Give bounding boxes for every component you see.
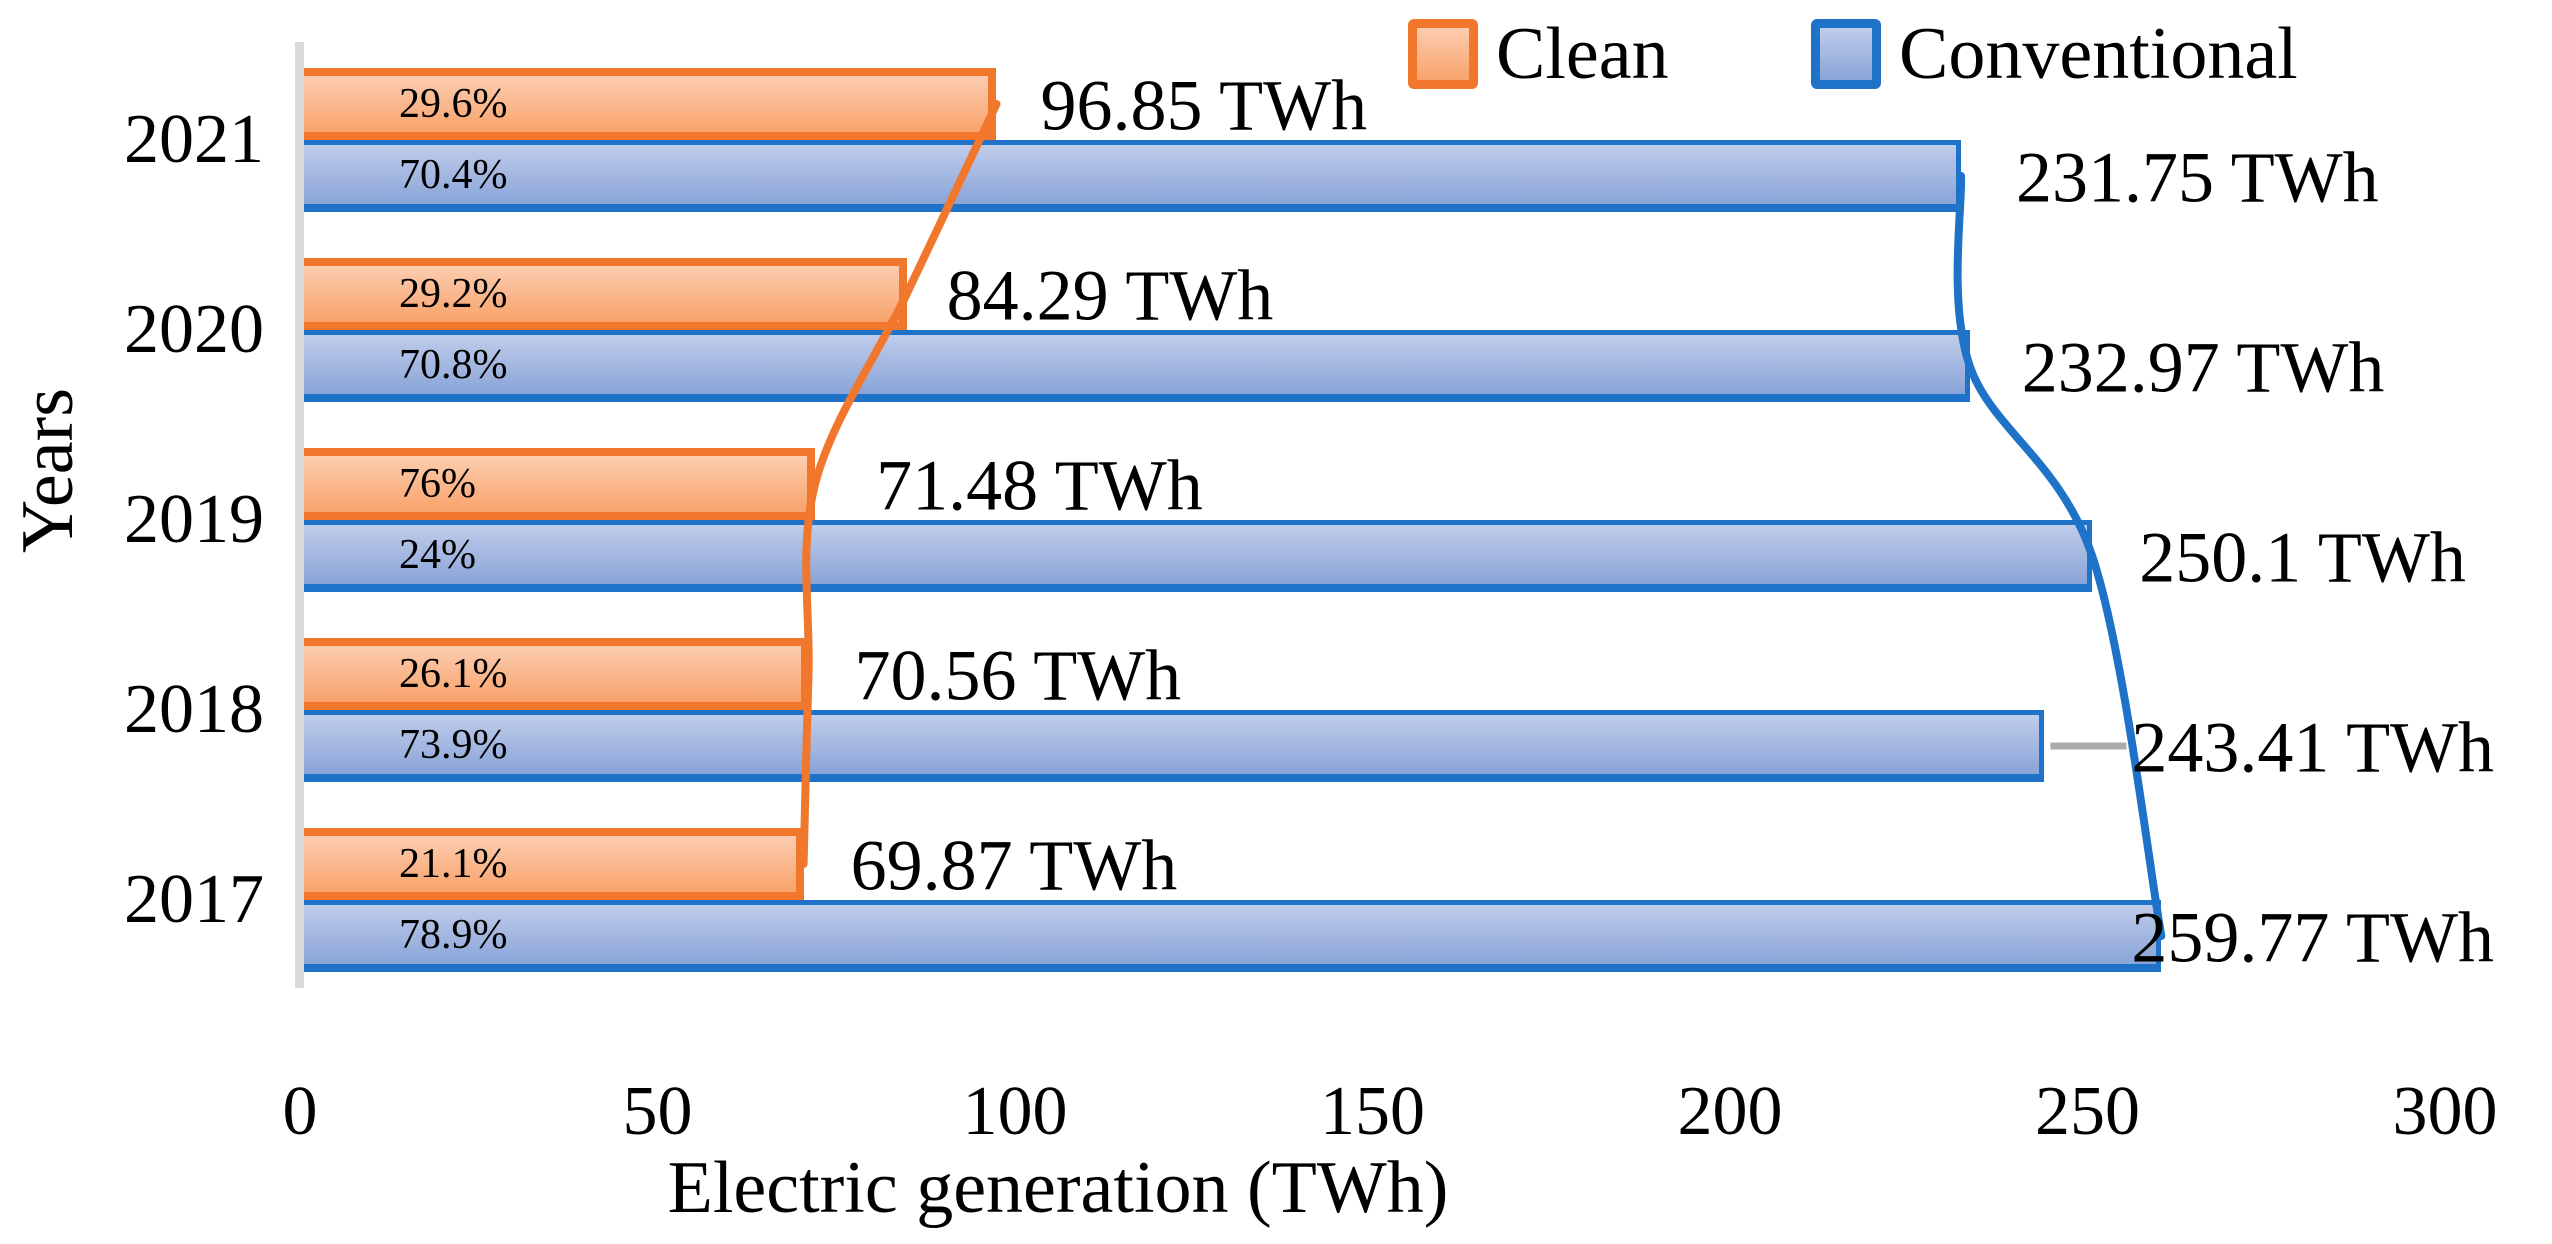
- percent-label-clean-2019: 76%: [399, 461, 476, 507]
- percent-label-conventional-2017: 78.9%: [399, 911, 508, 958]
- legend-swatch-conventional-icon: [1811, 19, 1881, 89]
- percent-label-conventional-2018: 73.9%: [399, 721, 508, 768]
- bar-conventional-2020: 70.8%: [304, 330, 1970, 402]
- bar-conventional-2019: 24%: [304, 520, 2093, 592]
- bar-clean-2019: 76%: [304, 448, 816, 520]
- percent-label-clean-2021: 29.6%: [399, 81, 508, 127]
- category-label-2018: 2018: [124, 671, 264, 748]
- bar-clean-2017: 21.1%: [304, 828, 804, 900]
- x-tick-50: 50: [622, 1073, 693, 1150]
- category-label-2020: 2020: [124, 291, 264, 368]
- value-label-clean-2020: 84.29 TWh: [946, 255, 1274, 336]
- bar-conventional-2021: 70.4%: [304, 140, 1961, 212]
- category-label-2021: 2021: [124, 101, 264, 178]
- percent-label-clean-2017: 21.1%: [399, 841, 508, 887]
- x-tick-250: 250: [2035, 1073, 2140, 1150]
- bar-group-2020: 2020 29.2% 70.8% 84.29 TWh 232.97 TWh: [124, 255, 2552, 408]
- x-axis: 0 50 100 150 200 250 300: [283, 1072, 2552, 1152]
- bar-conventional-2018: 73.9%: [304, 710, 2045, 782]
- value-label-clean-2021: 96.85 TWh: [1040, 65, 1368, 146]
- legend-label-conventional: Conventional: [1899, 13, 2298, 95]
- bar-group-2017: 2017 21.1% 78.9% 69.87 TWh 259.77 TWh: [124, 825, 2552, 978]
- bar-clean-2021: 29.6%: [304, 68, 997, 140]
- bar-clean-2018: 26.1%: [304, 638, 809, 710]
- bar-conventional-2017: 78.9%: [304, 900, 2162, 972]
- x-axis-title: Electric generation (TWh): [667, 1147, 1449, 1229]
- legend-label-clean: Clean: [1496, 13, 1669, 95]
- bar-group-2021: 2021 29.6% 70.4% 96.85 TWh 231.75 TWh: [124, 65, 2552, 218]
- value-label-conventional-2018: 243.41 TWh: [2131, 707, 2495, 788]
- y-axis-line: [295, 42, 304, 988]
- x-tick-150: 150: [1320, 1073, 1425, 1150]
- value-label-conventional-2019: 250.1 TWh: [2139, 517, 2466, 598]
- legend-item-conventional: Conventional: [1811, 12, 2298, 96]
- value-label-conventional-2021: 231.75 TWh: [2016, 137, 2379, 218]
- bar-group-2019: 2019 76% 24% 71.48 TWh 250.1 TWh: [124, 445, 2552, 598]
- x-tick-100: 100: [962, 1073, 1068, 1150]
- percent-label-clean-2018: 26.1%: [399, 651, 508, 697]
- x-tick-200: 200: [1677, 1073, 1783, 1150]
- category-label-2019: 2019: [124, 481, 264, 558]
- bar-clean-2020: 29.2%: [304, 258, 907, 330]
- bar-group-2018: 2018 26.1% 73.9% 70.56 TWh 243.41 TWh: [124, 635, 2552, 788]
- x-tick-300: 300: [2392, 1073, 2498, 1150]
- x-tick-0: 0: [282, 1073, 318, 1150]
- plot-area: 2021 29.6% 70.4% 96.85 TWh 231.75 TWh 20…: [124, 0, 2552, 1244]
- legend-swatch-clean-icon: [1408, 19, 1478, 89]
- legend-item-clean: Clean: [1408, 12, 1669, 96]
- value-label-clean-2019: 71.48 TWh: [876, 445, 1203, 526]
- category-label-2017: 2017: [124, 861, 264, 938]
- value-label-clean-2017: 69.87 TWh: [850, 825, 1178, 906]
- percent-label-conventional-2020: 70.8%: [399, 341, 508, 388]
- value-label-conventional-2017: 259.77 TWh: [2131, 897, 2494, 978]
- percent-label-conventional-2021: 70.4%: [399, 151, 508, 198]
- percent-label-conventional-2019: 24%: [399, 531, 476, 578]
- value-label-conventional-2020: 232.97 TWh: [2021, 327, 2385, 408]
- percent-label-clean-2020: 29.2%: [399, 271, 508, 317]
- value-label-clean-2018: 70.56 TWh: [854, 635, 1182, 716]
